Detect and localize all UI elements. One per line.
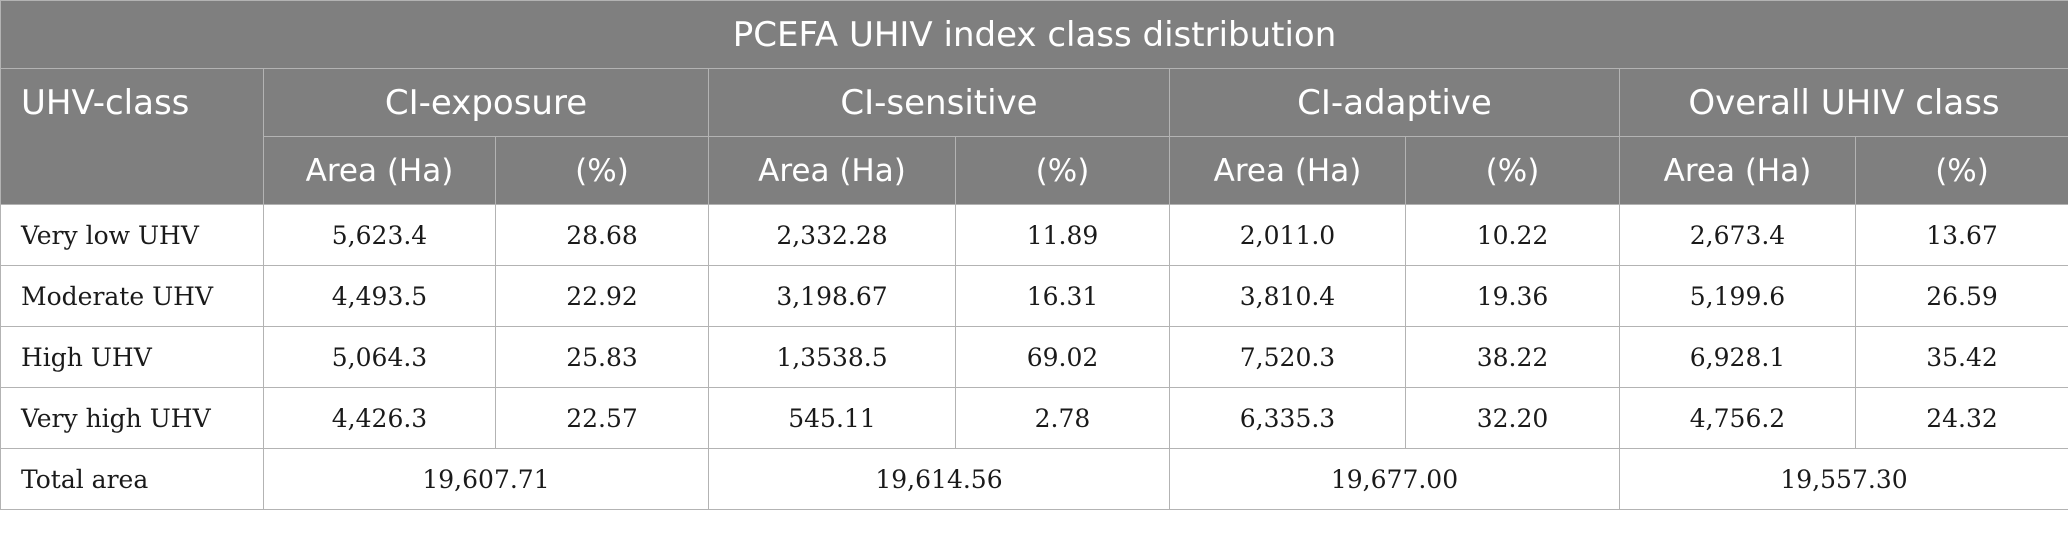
sub-header-area: Area (Ha) xyxy=(1169,136,1406,205)
total-overall: 19,557.30 xyxy=(1618,448,2068,510)
table-cell: 2,673.4 xyxy=(1619,204,1856,266)
row-label: Very high UHV xyxy=(0,387,264,449)
table-cell: 32.20 xyxy=(1405,387,1620,449)
sub-header-area: Area (Ha) xyxy=(263,136,496,205)
table-cell: 6,928.1 xyxy=(1619,326,1856,388)
sub-header-row: Area (Ha) (%) Area (Ha) (%) Area (Ha) (%… xyxy=(1,136,2068,205)
table-cell: 69.02 xyxy=(955,326,1170,388)
table-cell: 25.83 xyxy=(495,326,709,388)
group-header-exposure: CI-exposure xyxy=(263,68,709,137)
table-cell: 22.57 xyxy=(495,387,709,449)
table-cell: 5,199.6 xyxy=(1619,265,1856,327)
group-header-sensitive: CI-sensitive xyxy=(708,68,1170,137)
table-row: Moderate UHV 4,493.5 22.92 3,198.67 16.3… xyxy=(0,265,2068,327)
table-cell: 5,623.4 xyxy=(263,204,496,266)
row-header-label: UHV-class xyxy=(0,68,264,205)
table-cell: 2.78 xyxy=(955,387,1170,449)
sub-header-percent: (%) xyxy=(495,136,709,205)
sub-header-area: Area (Ha) xyxy=(708,136,956,205)
table-cell: 26.59 xyxy=(1854,265,2068,327)
sub-header-percent: (%) xyxy=(1854,136,2068,205)
table-cell: 35.42 xyxy=(1854,326,2068,388)
uhiv-distribution-table: PCEFA UHIV index class distribution UHV-… xyxy=(0,0,2068,510)
table-cell: 1,3538.5 xyxy=(708,326,956,388)
table-cell: 3,198.67 xyxy=(708,265,956,327)
group-header-adaptive: CI-adaptive xyxy=(1169,68,1620,137)
table-title: PCEFA UHIV index class distribution xyxy=(0,0,2068,69)
table-cell: 13.67 xyxy=(1854,204,2068,266)
table-row: High UHV 5,064.3 25.83 1,3538.5 69.02 7,… xyxy=(0,326,2068,388)
table-cell: 7,520.3 xyxy=(1169,326,1406,388)
table-cell: 4,426.3 xyxy=(263,387,496,449)
total-label: Total area xyxy=(0,448,264,510)
total-sensitive: 19,614.56 xyxy=(708,448,1170,510)
sub-header-area: Area (Ha) xyxy=(1619,136,1856,205)
table-cell: 19.36 xyxy=(1405,265,1620,327)
table-cell: 22.92 xyxy=(495,265,709,327)
table-cell: 2,011.0 xyxy=(1169,204,1406,266)
table-header: PCEFA UHIV index class distribution UHV-… xyxy=(0,0,2068,205)
table-body: Very low UHV 5,623.4 28.68 2,332.28 11.8… xyxy=(0,204,2068,510)
table-cell: 10.22 xyxy=(1405,204,1620,266)
table-cell: 4,756.2 xyxy=(1619,387,1856,449)
table-cell: 5,064.3 xyxy=(263,326,496,388)
total-row: Total area 19,607.71 19,614.56 19,677.00… xyxy=(0,448,2068,510)
sub-header-percent: (%) xyxy=(955,136,1170,205)
group-header-row: UHV-class CI-exposure CI-sensitive CI-ad… xyxy=(0,68,2068,205)
table-cell: 11.89 xyxy=(955,204,1170,266)
title-row: PCEFA UHIV index class distribution xyxy=(0,0,2068,69)
table-cell: 28.68 xyxy=(495,204,709,266)
table-cell: 2,332.28 xyxy=(708,204,956,266)
table-cell: 38.22 xyxy=(1405,326,1620,388)
sub-header-percent: (%) xyxy=(1405,136,1620,205)
row-label: High UHV xyxy=(0,326,264,388)
table-cell: 4,493.5 xyxy=(263,265,496,327)
row-label: Very low UHV xyxy=(0,204,264,266)
table-cell: 3,810.4 xyxy=(1169,265,1406,327)
table-cell: 545.11 xyxy=(708,387,956,449)
table-row: Very low UHV 5,623.4 28.68 2,332.28 11.8… xyxy=(0,204,2068,266)
table-cell: 6,335.3 xyxy=(1169,387,1406,449)
table-cell: 24.32 xyxy=(1854,387,2068,449)
table-row: Very high UHV 4,426.3 22.57 545.11 2.78 … xyxy=(0,387,2068,449)
group-header-overall: Overall UHIV class xyxy=(1618,68,2068,137)
total-adaptive: 19,677.00 xyxy=(1169,448,1620,510)
row-label: Moderate UHV xyxy=(0,265,264,327)
total-exposure: 19,607.71 xyxy=(263,448,709,510)
table-cell: 16.31 xyxy=(955,265,1170,327)
